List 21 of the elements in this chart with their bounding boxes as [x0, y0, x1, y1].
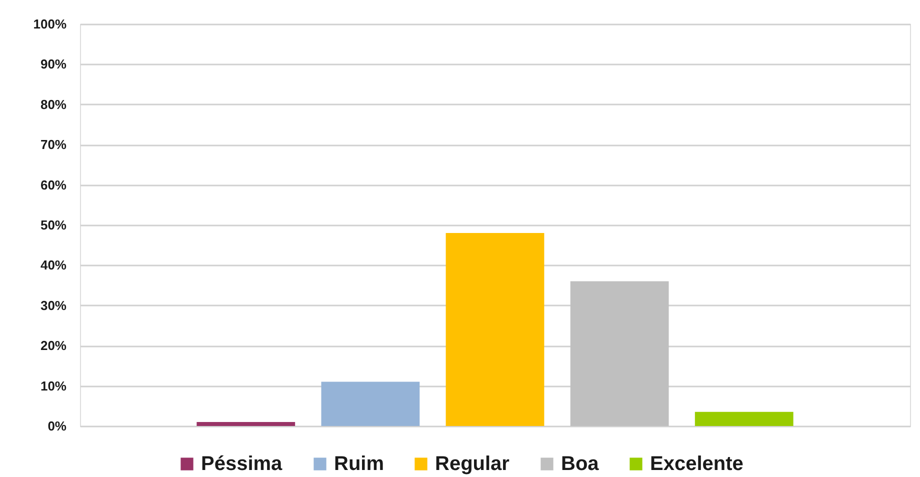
- y-tick-label: 80%: [40, 96, 67, 112]
- y-tick-label: 70%: [40, 137, 67, 152]
- bar: [570, 281, 669, 426]
- y-tick-label: 40%: [40, 258, 67, 273]
- y-tick-label: 60%: [40, 177, 67, 192]
- y-tick-label: 10%: [40, 378, 67, 394]
- y-tick-label: 100%: [33, 16, 67, 32]
- bar: [446, 233, 544, 426]
- y-tick-label: 30%: [40, 298, 67, 313]
- legend-label: Excelente: [650, 453, 744, 475]
- bar: [694, 412, 794, 426]
- bar: [321, 382, 420, 426]
- y-tick-label: 20%: [40, 338, 67, 354]
- legend-label: Regular: [435, 453, 510, 475]
- legend-label: Péssima: [201, 453, 284, 475]
- y-tick-label: 50%: [40, 218, 67, 232]
- bar: [196, 422, 296, 426]
- legend-label: Ruim: [334, 453, 384, 475]
- y-tick-label: 0%: [48, 418, 67, 434]
- legend-label: Boa: [561, 453, 600, 475]
- y-tick-label: 90%: [40, 56, 67, 72]
